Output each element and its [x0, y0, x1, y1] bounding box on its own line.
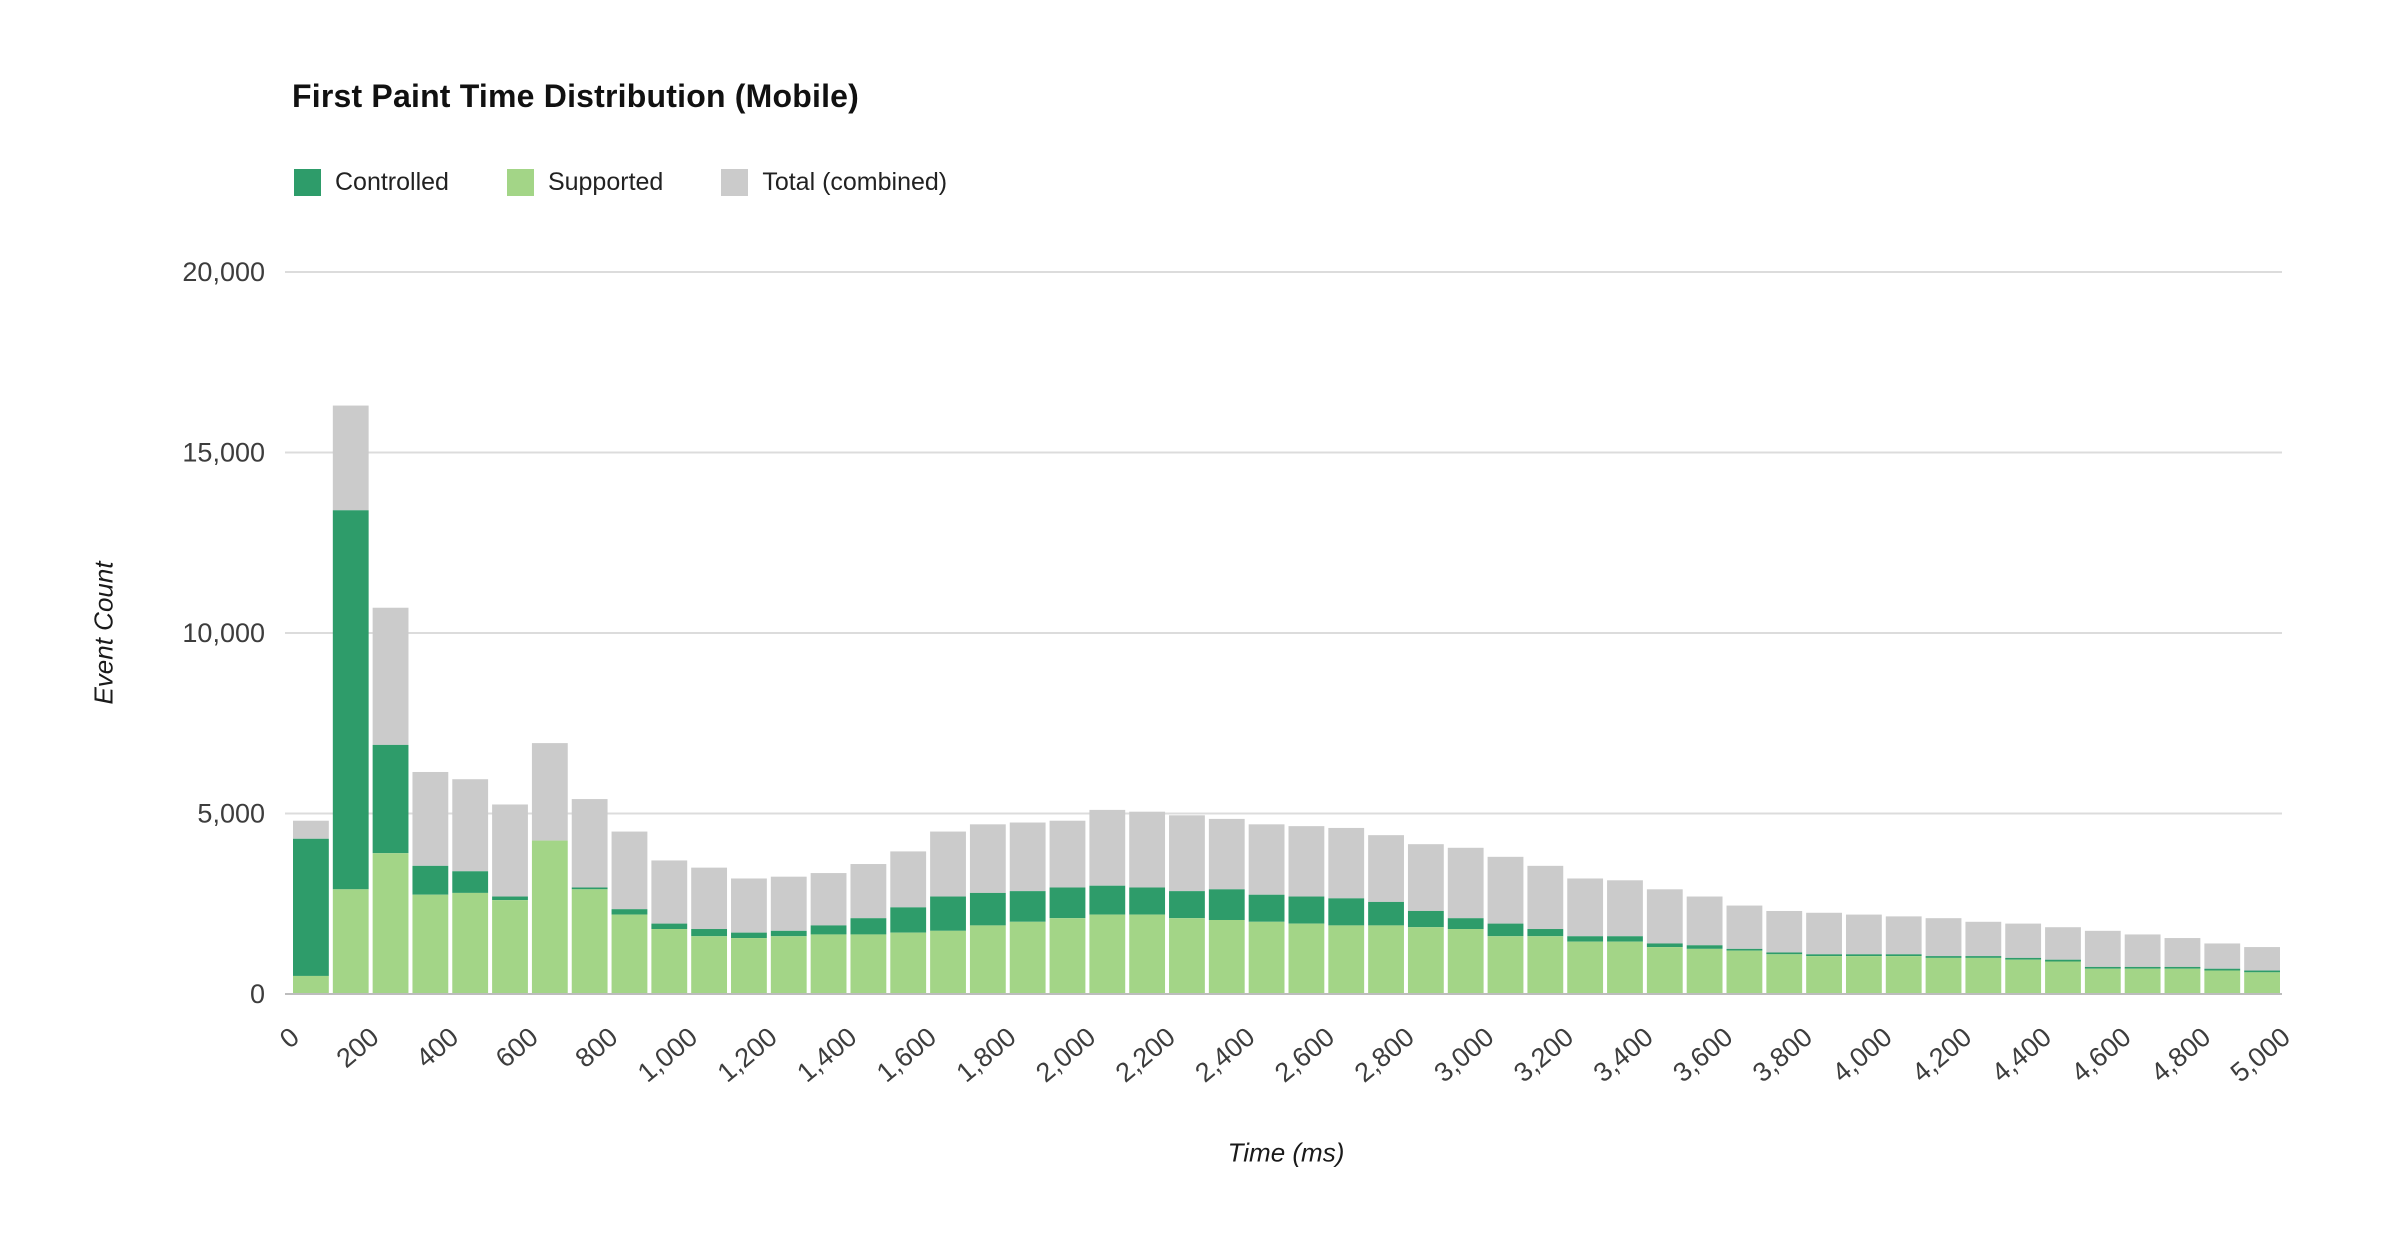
svg-text:600: 600	[490, 1022, 544, 1074]
svg-text:2,800: 2,800	[1349, 1022, 1420, 1088]
svg-text:4,200: 4,200	[1906, 1022, 1977, 1088]
svg-text:400: 400	[410, 1022, 464, 1074]
svg-text:1,200: 1,200	[712, 1022, 783, 1088]
x-axis-title: Time (ms)	[1227, 1137, 1345, 1168]
svg-text:20,000: 20,000	[182, 257, 265, 287]
svg-text:10,000: 10,000	[182, 618, 265, 648]
svg-text:3,000: 3,000	[1428, 1022, 1499, 1088]
svg-text:2,400: 2,400	[1189, 1022, 1260, 1088]
legend-item-total: Total (combined)	[721, 168, 947, 197]
svg-text:2,600: 2,600	[1269, 1022, 1340, 1088]
svg-text:3,800: 3,800	[1747, 1022, 1818, 1088]
legend-swatch-controlled	[294, 169, 321, 196]
legend-swatch-supported	[506, 169, 534, 196]
legend-label-controlled: Controlled	[335, 168, 449, 196]
svg-text:1,000: 1,000	[632, 1022, 703, 1088]
svg-text:2,000: 2,000	[1030, 1022, 1101, 1088]
svg-text:2,200: 2,200	[1110, 1022, 1181, 1088]
svg-text:1,800: 1,800	[951, 1022, 1022, 1088]
svg-text:3,400: 3,400	[1588, 1022, 1659, 1088]
svg-text:0: 0	[250, 979, 265, 1009]
svg-text:4,800: 4,800	[2145, 1022, 2216, 1088]
svg-text:5,000: 5,000	[197, 799, 265, 829]
svg-text:5,000: 5,000	[2225, 1022, 2296, 1088]
chart-title: First Paint Time Distribution (Mobile)	[292, 78, 860, 114]
svg-text:200: 200	[331, 1022, 385, 1074]
svg-text:1,600: 1,600	[871, 1022, 942, 1088]
legend-label-supported: Supported	[547, 168, 664, 196]
svg-text:1,400: 1,400	[791, 1022, 862, 1088]
legend-swatch-total	[721, 169, 749, 196]
svg-text:15,000: 15,000	[182, 438, 265, 468]
svg-text:3,200: 3,200	[1508, 1022, 1579, 1088]
svg-text:0: 0	[274, 1022, 305, 1055]
svg-text:4,600: 4,600	[2066, 1022, 2137, 1088]
legend-item-supported: Supported	[506, 168, 664, 197]
legend-label-total: Total (combined)	[762, 168, 948, 196]
svg-text:800: 800	[570, 1022, 624, 1074]
legend: Controlled Supported Total (combined)	[294, 168, 947, 197]
svg-text:3,600: 3,600	[1667, 1022, 1738, 1088]
svg-text:4,000: 4,000	[1827, 1022, 1898, 1088]
legend-item-controlled: Controlled	[294, 168, 449, 197]
svg-text:4,400: 4,400	[1986, 1022, 2057, 1088]
